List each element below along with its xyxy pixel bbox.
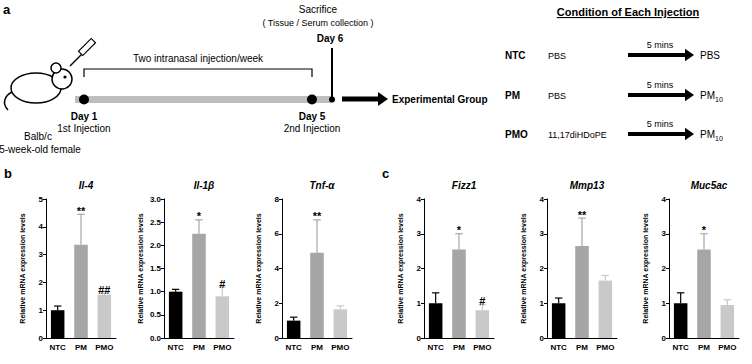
svg-text:PMO: PMO <box>718 343 736 352</box>
svg-text:PM: PM <box>698 343 710 352</box>
svg-text:3: 3 <box>540 229 545 238</box>
svg-text:PMO: PMO <box>213 343 231 352</box>
svg-text:Mmp13: Mmp13 <box>570 180 605 191</box>
svg-text:PM: PM <box>311 343 323 352</box>
svg-text:4: 4 <box>540 195 545 204</box>
svg-text:NTC: NTC <box>672 343 689 352</box>
svg-text:3: 3 <box>662 229 667 238</box>
svg-text:PMO: PMO <box>331 343 349 352</box>
svg-text:Relative mRNA expression level: Relative mRNA expression levels <box>19 213 27 323</box>
svg-text:2nd Injection: 2nd Injection <box>284 123 341 134</box>
svg-text:0.0: 0.0 <box>150 334 162 343</box>
svg-text:4: 4 <box>417 195 422 204</box>
svg-text:Il-4: Il-4 <box>79 180 94 191</box>
svg-text:##: ## <box>98 284 110 296</box>
svg-text:Experimental Group: Experimental Group <box>392 94 488 105</box>
svg-text:NTC: NTC <box>167 343 184 352</box>
svg-text:Il-1β: Il-1β <box>194 180 215 191</box>
svg-text:c: c <box>382 166 389 181</box>
svg-text:**: ** <box>578 209 587 221</box>
svg-text:Muc5ac: Muc5ac <box>691 180 728 191</box>
svg-text:Day 5: Day 5 <box>299 111 326 122</box>
svg-text:Day 6: Day 6 <box>317 33 344 44</box>
svg-text:0: 0 <box>662 334 667 343</box>
svg-text:#: # <box>219 278 225 290</box>
svg-text:5 mins: 5 mins <box>647 119 674 129</box>
svg-text:NTC: NTC <box>505 50 526 61</box>
svg-text:2: 2 <box>39 278 44 287</box>
svg-text:1.0: 1.0 <box>150 287 162 296</box>
svg-text:NTC: NTC <box>550 343 567 352</box>
svg-text:0: 0 <box>275 334 280 343</box>
svg-text:Two intranasal injection/week: Two intranasal injection/week <box>133 53 264 64</box>
svg-text:3.0: 3.0 <box>150 195 162 204</box>
svg-text:0: 0 <box>540 334 545 343</box>
svg-text:NTC: NTC <box>427 343 444 352</box>
svg-text:1st Injection: 1st Injection <box>57 123 110 134</box>
svg-text:b: b <box>4 166 12 181</box>
svg-text:2: 2 <box>662 264 667 273</box>
svg-text:a: a <box>3 2 11 17</box>
svg-text:#: # <box>479 295 485 307</box>
svg-text:4: 4 <box>275 264 280 273</box>
svg-text:5: 5 <box>39 195 44 204</box>
svg-text:Relative mRNA expression level: Relative mRNA expression levels <box>397 213 405 323</box>
svg-text:*: * <box>457 224 462 236</box>
svg-text:Balb/c: Balb/c <box>24 131 52 142</box>
svg-text:5 mins: 5 mins <box>647 40 674 50</box>
svg-text:6: 6 <box>275 229 280 238</box>
svg-text:Fizz1: Fizz1 <box>452 180 477 191</box>
svg-text:Sacrifice: Sacrifice <box>299 4 338 15</box>
svg-text:Relative mRNA expression level: Relative mRNA expression levels <box>255 213 263 323</box>
svg-text:0: 0 <box>39 334 44 343</box>
svg-text:Relative mRNA expression level: Relative mRNA expression levels <box>642 213 650 323</box>
svg-text:8: 8 <box>275 195 280 204</box>
svg-text:3: 3 <box>417 229 422 238</box>
svg-text:1: 1 <box>39 306 44 315</box>
svg-text:( Tissue / Serum collection ): ( Tissue / Serum collection ) <box>262 18 373 28</box>
svg-text:PBS: PBS <box>548 51 566 61</box>
svg-text:PM10: PM10 <box>700 90 723 103</box>
svg-text:1: 1 <box>540 299 545 308</box>
svg-text:Relative mRNA expression level: Relative mRNA expression levels <box>520 213 528 323</box>
svg-text:4: 4 <box>662 195 667 204</box>
svg-text:NTC: NTC <box>285 343 302 352</box>
svg-text:1: 1 <box>662 299 667 308</box>
svg-text:Relative mRNA expression level: Relative mRNA expression levels <box>137 213 145 323</box>
svg-text:11,17diHDoPE: 11,17diHDoPE <box>548 130 607 140</box>
svg-text:2.5: 2.5 <box>150 218 162 227</box>
svg-text:0.5: 0.5 <box>150 310 162 319</box>
svg-text:4: 4 <box>39 222 44 231</box>
svg-text:3: 3 <box>39 250 44 259</box>
svg-text:PM: PM <box>193 343 205 352</box>
svg-text:PM: PM <box>576 343 588 352</box>
svg-text:**: ** <box>313 210 322 222</box>
svg-text:*: * <box>197 210 202 222</box>
svg-text:PMO: PMO <box>505 129 528 140</box>
svg-text:0: 0 <box>417 334 422 343</box>
svg-text:PMO: PMO <box>95 343 113 352</box>
svg-text:NTC: NTC <box>49 343 66 352</box>
svg-text:2: 2 <box>417 264 422 273</box>
svg-text:Condition of Each Injection: Condition of Each Injection <box>557 6 700 18</box>
svg-text:2.0: 2.0 <box>150 241 162 250</box>
svg-text:**: ** <box>77 205 86 217</box>
svg-text:2: 2 <box>275 299 280 308</box>
svg-text:PM: PM <box>505 90 520 101</box>
svg-text:Tnf-α: Tnf-α <box>309 180 335 191</box>
svg-text:PBS: PBS <box>700 50 720 61</box>
svg-text:1: 1 <box>417 299 422 308</box>
svg-text:1.5: 1.5 <box>150 264 162 273</box>
svg-text:PBS: PBS <box>548 91 566 101</box>
svg-text:PMO: PMO <box>596 343 614 352</box>
svg-text:PM10: PM10 <box>700 129 723 142</box>
svg-text:2: 2 <box>540 264 545 273</box>
svg-text:PM: PM <box>75 343 87 352</box>
svg-text:5-week-old female: 5-week-old female <box>0 144 81 155</box>
svg-text:Day 1: Day 1 <box>71 111 98 122</box>
svg-text:*: * <box>702 224 707 236</box>
svg-text:5 mins: 5 mins <box>647 80 674 90</box>
svg-text:PMO: PMO <box>473 343 491 352</box>
svg-text:PM: PM <box>453 343 465 352</box>
